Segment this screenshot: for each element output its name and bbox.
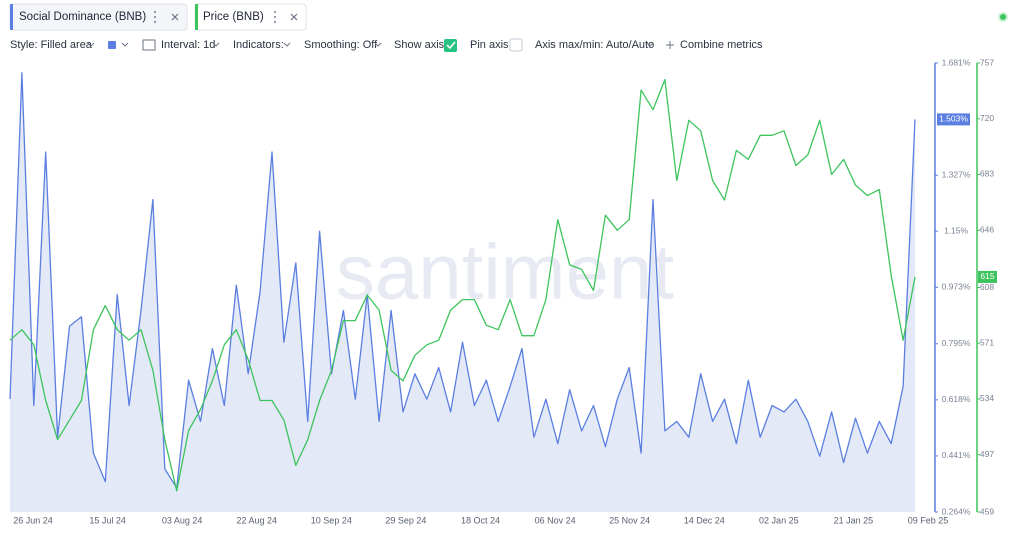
- kebab-icon[interactable]: [153, 10, 157, 24]
- chevron: [374, 42, 382, 47]
- x-tick-label: 18 Oct 24: [461, 515, 500, 525]
- axis-maxmin-select[interactable]: Axis max/min: Auto/Auto: [535, 39, 654, 51]
- show-axis-label: Show axis: [394, 39, 445, 51]
- y-tick-label: 1.327%: [942, 169, 971, 179]
- color-swatch[interactable]: [108, 41, 116, 49]
- chevron: [212, 42, 220, 47]
- status-dot: [998, 12, 1008, 22]
- chart: 1.681% 1.327% 1.15% 0.973% 0.795% 0.618% 0.441…: [9, 57, 997, 525]
- x-tick-label: 09 Feb 25: [908, 515, 949, 525]
- series-line: [9, 72, 916, 489]
- x-tick-label: 06 Nov 24: [535, 515, 576, 525]
- x-tick-label: 10 Sep 24: [311, 515, 352, 525]
- tab-color: [195, 4, 198, 30]
- show-axis-checkbox[interactable]: [444, 39, 457, 52]
- y2-tick-label: 534: [980, 393, 994, 403]
- tab-label: Social Dominance (BNB): [19, 11, 146, 23]
- y2-tick-label: 646: [980, 224, 994, 234]
- x-tick-label: 29 Sep 24: [385, 515, 426, 525]
- y-tick-label: 0.264%: [942, 506, 971, 516]
- close-icon[interactable]: [290, 13, 298, 21]
- last-value-label: 1.503%: [939, 114, 968, 124]
- series-line: [9, 78, 916, 492]
- last-value-label: 615: [980, 271, 994, 281]
- x-tick-label: 14 Dec 24: [684, 515, 725, 525]
- kebab-icon[interactable]: [273, 10, 277, 24]
- pin-axis-label: Pin axis: [470, 39, 509, 51]
- last-value-box: [937, 113, 970, 126]
- x-tick-label: 21 Jan 25: [834, 515, 874, 525]
- y2-tick-label: 459: [980, 506, 994, 516]
- y-tick-label: 1.681%: [942, 57, 971, 67]
- y-tick-label: 0.618%: [942, 394, 971, 404]
- tab-color: [10, 4, 13, 30]
- y2-tick-label: 497: [980, 449, 994, 459]
- close-icon[interactable]: [171, 13, 179, 21]
- interval-select[interactable]: Interval: 1d: [161, 39, 215, 51]
- y-tick-label: 0.973%: [942, 282, 971, 292]
- y-tick-label: 0.795%: [942, 338, 971, 348]
- x-tick-label: 15 Jul 24: [89, 515, 126, 525]
- check: [446, 41, 456, 50]
- chevron: [283, 42, 291, 47]
- y2-tick-label: 608: [980, 282, 994, 292]
- watermark: santiment: [336, 228, 674, 316]
- style-select[interactable]: Style: Filled area: [10, 39, 93, 51]
- interval-icon: [142, 39, 156, 51]
- y-tick-label: 0.441%: [942, 450, 971, 460]
- chevron: [87, 42, 95, 47]
- x-tick-label: 03 Aug 24: [162, 515, 203, 525]
- y-tick-label: 1.15%: [944, 226, 969, 236]
- chevron: [646, 42, 654, 47]
- combine-metrics[interactable]: Combine metrics: [680, 39, 763, 51]
- x-tick-label: 26 Jun 24: [13, 515, 53, 525]
- last-value-box: [978, 270, 997, 283]
- x-tick-label: 02 Jan 25: [759, 515, 799, 525]
- x-tick-label: 25 Nov 24: [609, 515, 650, 525]
- tab-label: Price (BNB): [203, 11, 264, 23]
- y2-tick-label: 720: [980, 113, 994, 123]
- indicators-select[interactable]: Indicators:: [233, 39, 284, 51]
- pin-axis-checkbox[interactable]: [509, 38, 523, 52]
- y2-tick-label: 757: [980, 57, 994, 67]
- y2-tick-label: 571: [980, 337, 994, 347]
- y2-tick-label: 683: [980, 169, 994, 179]
- chevron: [121, 42, 129, 47]
- smoothing-select[interactable]: Smoothing: Off: [304, 39, 378, 51]
- area: [10, 72, 915, 513]
- x-tick-label: 22 Aug 24: [236, 515, 277, 525]
- plus-icon: [666, 41, 674, 49]
